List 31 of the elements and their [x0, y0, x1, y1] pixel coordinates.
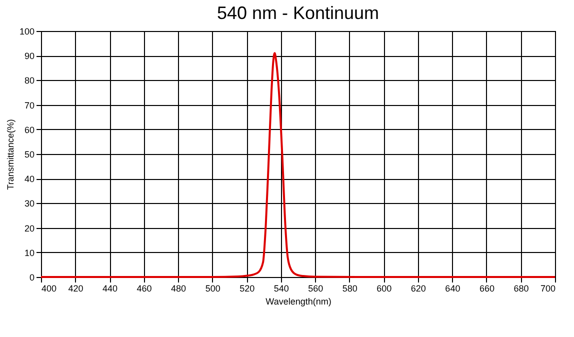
y-tick-label: 40 [24, 174, 34, 184]
y-axis-title: Transmittance(%) [5, 119, 16, 190]
y-tick-label: 30 [24, 198, 34, 209]
x-tick-label: 400 [42, 284, 57, 294]
y-tick-label: 10 [24, 248, 34, 258]
x-tick-label: 640 [445, 284, 460, 294]
x-tick-label: 440 [102, 284, 118, 294]
y-tick-label: 20 [24, 223, 34, 234]
y-tick-label: 100 [19, 26, 34, 36]
y-tick-label: 80 [24, 76, 34, 86]
x-tick-label: 460 [136, 284, 152, 294]
x-tick-label: 620 [410, 284, 426, 294]
x-axis-title: Wavelength(nm) [266, 296, 332, 306]
x-tick-label: 520 [240, 284, 255, 294]
y-tick-label: 90 [24, 51, 34, 62]
x-tick-label: 560 [308, 284, 324, 294]
y-tick-label: 0 [29, 272, 34, 282]
x-tick-label: 600 [376, 284, 392, 294]
chart-title: 540 nm - Kontinuum [216, 3, 380, 23]
line-series [40, 52, 556, 278]
y-tick-label: 70 [24, 100, 34, 110]
y-tick-label: 60 [24, 124, 34, 135]
y-tick-label: 50 [24, 150, 34, 160]
x-tick-label: 500 [205, 284, 220, 294]
x-tick-label: 420 [68, 284, 84, 294]
x-tick-label: 660 [479, 284, 494, 294]
x-tick-label: 700 [540, 284, 556, 294]
x-tick-label: 480 [171, 284, 186, 294]
x-tick-label: 680 [514, 284, 529, 294]
x-tick-label: 540 [274, 284, 289, 294]
x-tick-label: 580 [342, 284, 358, 294]
